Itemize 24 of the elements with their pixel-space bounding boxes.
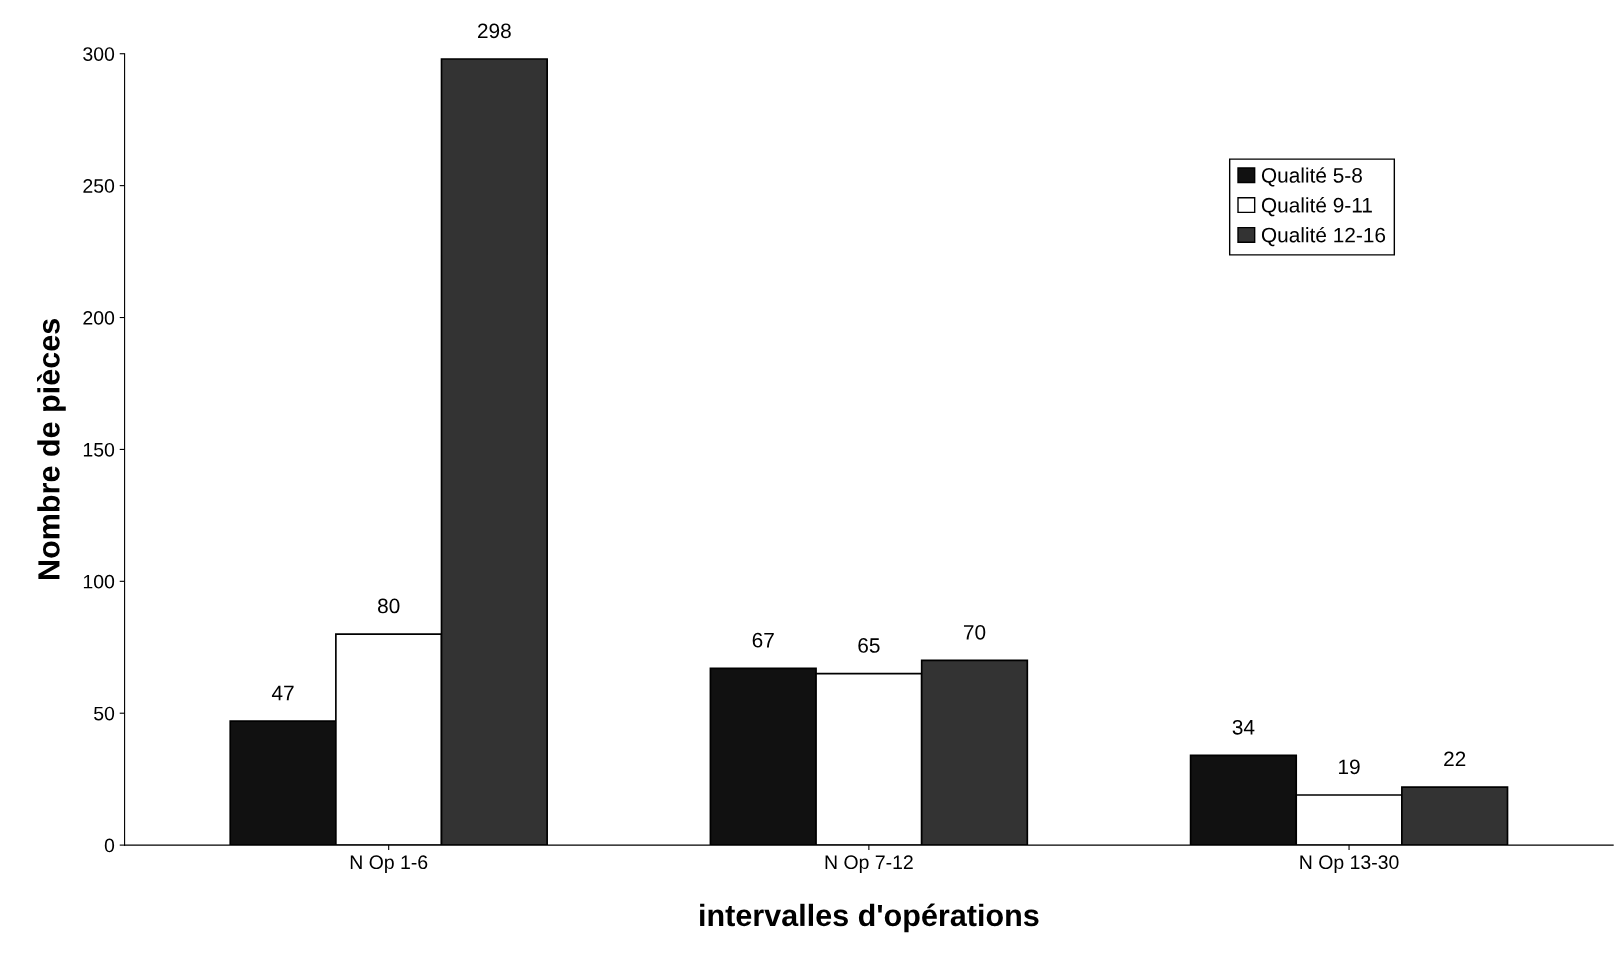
data-label: 34: [1232, 719, 1255, 735]
y-tick-label: 50: [94, 706, 115, 721]
y-tick-label: 250: [83, 179, 115, 193]
y-tick-label: 100: [83, 574, 115, 589]
y-tick-label: 0: [104, 838, 115, 853]
x-axis-title: intervalles d'opérations: [700, 903, 1039, 933]
legend-label: Qualité 12-16: [1261, 226, 1386, 247]
y-tick-label: 150: [83, 442, 115, 457]
legend-label: Qualité 9-11: [1261, 197, 1372, 217]
y-tick-label: 200: [83, 310, 115, 325]
y-tick-label: 300: [83, 47, 115, 61]
y-axis-title: Nombre de pièces: [37, 319, 66, 579]
data-label: 70: [963, 624, 986, 640]
x-tick-label: N Op 13-30: [1300, 855, 1399, 873]
legend-label: Qualité 5-8: [1261, 167, 1362, 187]
x-tick-label: N Op 1-6: [350, 855, 428, 873]
x-tick-label: N Op 7-12: [825, 855, 913, 873]
data-label: 22: [1444, 751, 1466, 767]
data-label: 298: [478, 23, 511, 39]
data-label: 65: [858, 638, 880, 653]
data-label: 19: [1339, 759, 1360, 775]
data-label: 47: [271, 685, 294, 701]
data-label: 67: [752, 632, 774, 648]
data-label: 80: [378, 598, 400, 614]
